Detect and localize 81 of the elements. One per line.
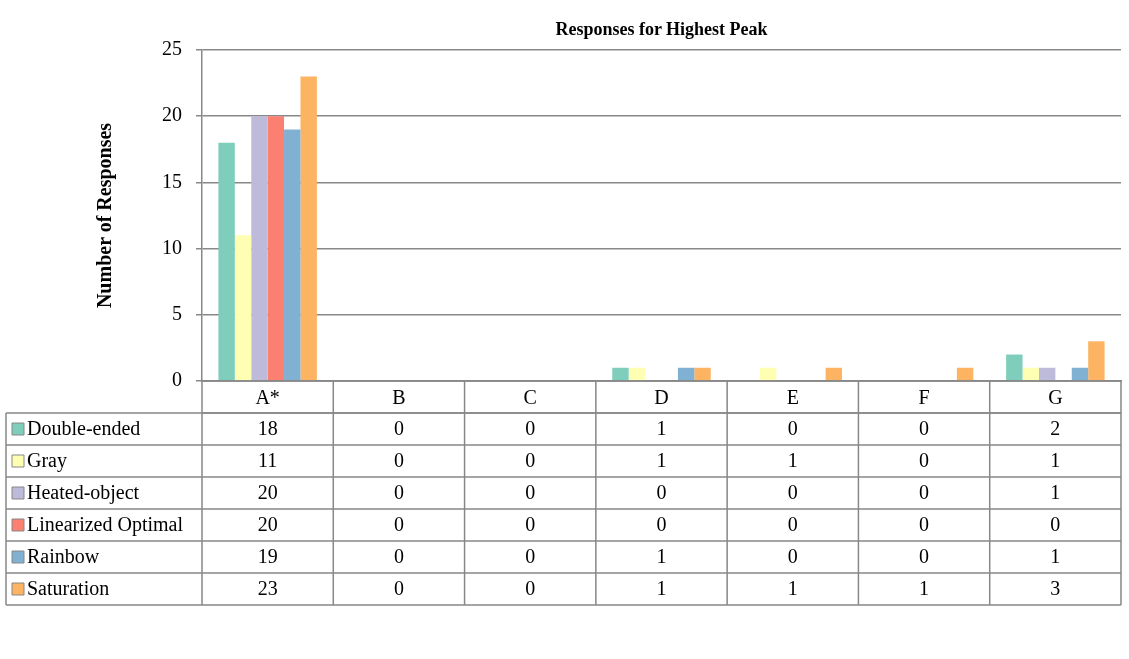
data-label: 1 bbox=[656, 545, 667, 568]
y-tick-label: 15 bbox=[162, 169, 182, 192]
data-label: 0 bbox=[393, 449, 404, 472]
data-label: 1 bbox=[656, 417, 667, 440]
data-label: 0 bbox=[525, 513, 536, 536]
data-label: 0 bbox=[919, 545, 930, 568]
data-label: 0 bbox=[525, 577, 536, 600]
legend-label: Heated-object bbox=[27, 481, 140, 505]
legend-label: Linearized Optimal bbox=[27, 513, 184, 537]
legend-label: Saturation bbox=[27, 577, 110, 600]
data-label: 0 bbox=[787, 417, 798, 440]
bar bbox=[1022, 367, 1039, 381]
legend-label: Gray bbox=[27, 449, 67, 473]
y-tick-label: 10 bbox=[162, 235, 182, 258]
data-label: 0 bbox=[919, 513, 930, 536]
data-label: 0 bbox=[656, 513, 667, 536]
data-label: 1 bbox=[1050, 449, 1061, 472]
data-label: 19 bbox=[257, 545, 278, 568]
data-label: 1 bbox=[919, 577, 930, 600]
bar bbox=[234, 235, 252, 381]
data-label: 3 bbox=[1050, 577, 1061, 600]
data-label: 0 bbox=[525, 545, 536, 568]
bar bbox=[694, 367, 711, 381]
data-label: 11 bbox=[258, 449, 278, 472]
bar bbox=[612, 367, 629, 381]
bar bbox=[1088, 341, 1105, 381]
data-label: 1 bbox=[1050, 481, 1061, 504]
data-label: 0 bbox=[393, 513, 404, 536]
x-tick-label: F bbox=[918, 386, 930, 409]
data-label: 18 bbox=[257, 417, 278, 440]
data-label: 20 bbox=[257, 481, 278, 504]
bar bbox=[1006, 354, 1023, 381]
data-label: 0 bbox=[787, 481, 798, 504]
y-tick-label: 20 bbox=[162, 103, 182, 126]
y-axis-title: Number of Responses bbox=[93, 122, 117, 309]
bar bbox=[267, 116, 285, 381]
legend-label: Rainbow bbox=[27, 545, 100, 568]
data-label: 1 bbox=[656, 449, 667, 472]
y-tick-label: 0 bbox=[172, 368, 182, 391]
x-tick-label: D bbox=[654, 386, 669, 409]
data-label: 0 bbox=[525, 449, 536, 472]
data-label: 0 bbox=[525, 417, 536, 440]
data-label: 0 bbox=[919, 449, 930, 472]
data-label: 0 bbox=[919, 481, 930, 504]
bar bbox=[300, 76, 317, 381]
data-label: 2 bbox=[1050, 417, 1061, 440]
legend-label: Double-ended bbox=[27, 417, 141, 440]
x-tick-label: B bbox=[392, 386, 406, 409]
data-label: 0 bbox=[787, 513, 798, 536]
data-label: 0 bbox=[393, 481, 404, 504]
bar bbox=[284, 129, 301, 381]
data-label: 1 bbox=[656, 577, 667, 600]
bar bbox=[825, 367, 843, 381]
data-label: 0 bbox=[525, 481, 536, 504]
y-tick-label: 5 bbox=[172, 302, 182, 325]
bar bbox=[956, 367, 974, 381]
bar bbox=[677, 367, 695, 381]
bar bbox=[628, 367, 646, 381]
bar bbox=[251, 116, 268, 381]
data-label: 1 bbox=[787, 449, 798, 472]
data-label: 0 bbox=[393, 577, 404, 600]
x-tick-label: G bbox=[1048, 386, 1063, 409]
chart-title: Responses for Highest Peak bbox=[555, 18, 768, 39]
x-tick-label: C bbox=[523, 386, 537, 409]
data-label: 0 bbox=[393, 417, 404, 440]
bar bbox=[1071, 367, 1089, 381]
data-label: 0 bbox=[656, 481, 667, 504]
bar bbox=[218, 142, 235, 381]
data-label: 23 bbox=[257, 577, 278, 600]
data-label: 1 bbox=[787, 577, 798, 600]
data-label: 1 bbox=[1050, 545, 1061, 568]
data-label: 0 bbox=[1050, 513, 1061, 536]
bar bbox=[759, 367, 777, 381]
data-label: 20 bbox=[257, 513, 278, 536]
y-tick-label: 25 bbox=[162, 37, 182, 60]
x-tick-label: E bbox=[786, 386, 799, 409]
data-label: 0 bbox=[393, 545, 404, 568]
data-label: 0 bbox=[919, 417, 930, 440]
data-label: 0 bbox=[787, 545, 798, 568]
x-tick-label: A* bbox=[255, 386, 280, 409]
bar bbox=[1038, 367, 1056, 381]
